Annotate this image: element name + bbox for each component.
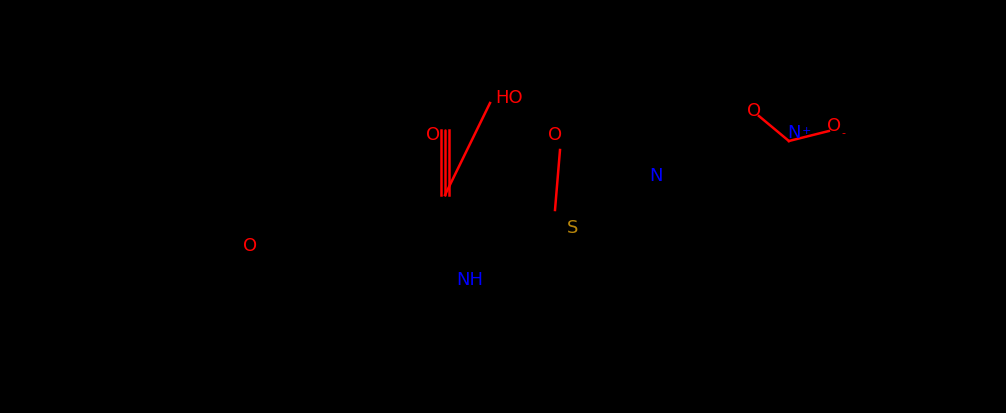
Text: NH: NH (457, 271, 484, 289)
Text: -: - (842, 128, 846, 138)
Text: O: O (827, 117, 841, 135)
Text: O: O (746, 102, 761, 120)
Text: S: S (567, 219, 578, 237)
Text: O: O (242, 237, 258, 255)
Text: N: N (787, 124, 801, 142)
Text: +: + (802, 126, 812, 136)
Text: HO: HO (495, 89, 523, 107)
Text: O: O (426, 126, 440, 144)
Text: N: N (649, 167, 663, 185)
Text: O: O (548, 126, 562, 144)
